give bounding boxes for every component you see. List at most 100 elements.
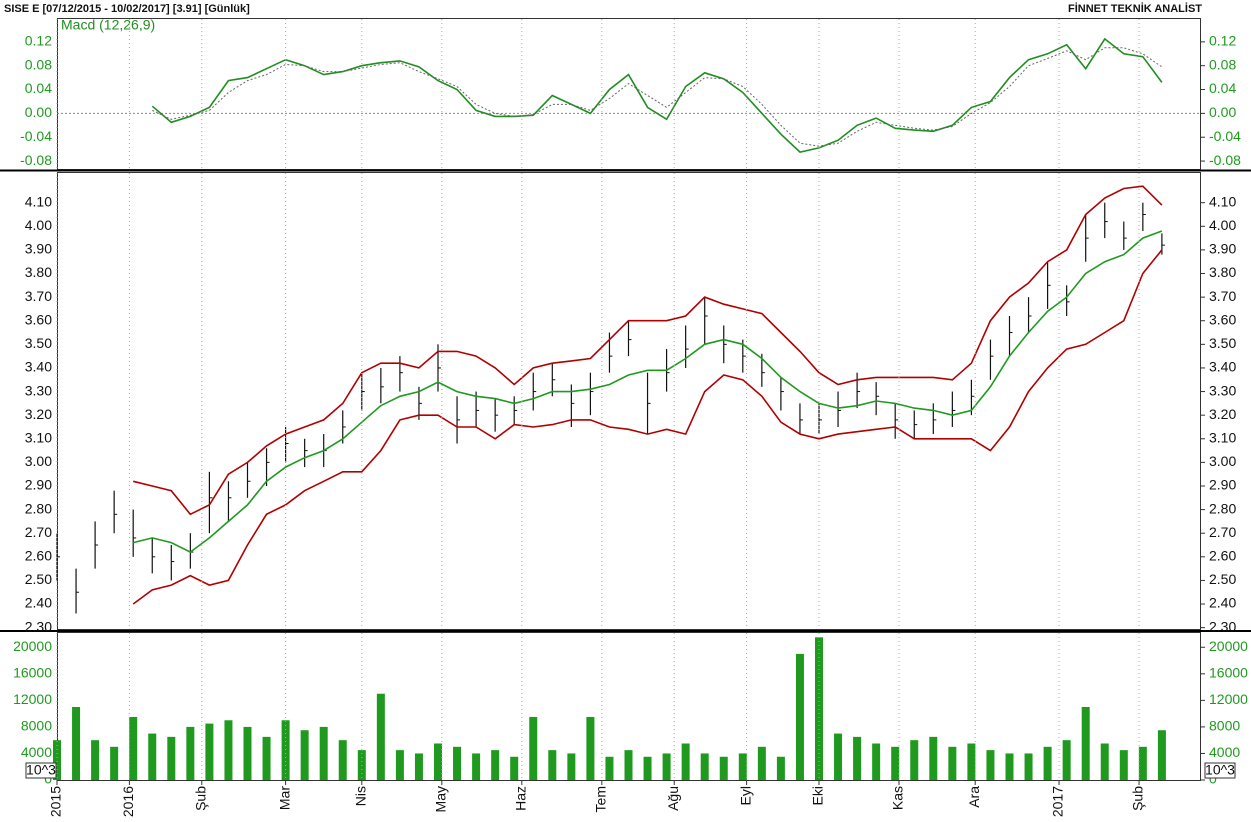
volume-bar (586, 716, 595, 780)
volume-bar (376, 693, 385, 780)
volume-bar (834, 733, 843, 780)
volume-bar (700, 753, 709, 780)
x-tick-label: Şub (192, 786, 208, 811)
volume-bar (738, 753, 747, 780)
y-tick-label: 4.10 (25, 193, 52, 209)
volume-bar (1138, 746, 1147, 780)
volume-bar (262, 736, 271, 780)
y-tick-label-right: 3.50 (1209, 335, 1236, 351)
x-tick-label: Tem (593, 786, 609, 812)
x-tick-label: 2017 (1050, 786, 1066, 817)
y-tick-label-right: 3.10 (1209, 429, 1236, 445)
y-tick-label: 3.20 (25, 406, 52, 422)
unit-box (1204, 762, 1236, 779)
y-tick-label: 0 (44, 771, 52, 787)
plot-layer: 0.12 0.12 0.08 0.08 0.04 0.04 0.00 0.00 -0.04 -0.… (13, 17, 1248, 817)
series-line (133, 185, 1163, 516)
panel: 0.12 0.12 0.08 0.08 0.04 0.04 0.00 0.00 -0.04 -0.… (20, 17, 1241, 168)
y-tick-label-right: -0.08 (1209, 152, 1241, 168)
y-tick-label: 2.30 (25, 618, 52, 634)
y-tick-label: 3.10 (25, 429, 52, 445)
x-tick-label: 2016 (120, 786, 136, 817)
volume-frame (57, 632, 1201, 781)
x-tick-label: Ara (966, 786, 982, 808)
y-tick-label: 0.12 (25, 33, 52, 49)
volume-bar (1005, 753, 1014, 780)
volume-bar (891, 746, 900, 780)
y-tick-label: 20000 (13, 638, 52, 654)
y-tick-label-right: 3.60 (1209, 311, 1236, 327)
series-line (133, 230, 1163, 554)
volume-bar (319, 726, 328, 780)
y-tick-label: 4000 (21, 744, 52, 760)
volume-bar (510, 756, 519, 780)
y-tick-label-right: 4000 (1209, 744, 1240, 760)
volume-bar (948, 746, 957, 780)
y-tick-label-right: 0.12 (1209, 33, 1236, 49)
y-tick-label-right: 4.10 (1209, 193, 1236, 209)
unit-label: 10^3 (26, 762, 56, 778)
x-tick-label: Nis (353, 786, 369, 806)
y-tick-label: 0.08 (25, 56, 52, 72)
y-tick-label-right: 2.90 (1209, 477, 1236, 493)
y-tick-label-right: 3.40 (1209, 359, 1236, 375)
y-tick-label-right: 2.80 (1209, 500, 1236, 516)
volume-bar (872, 743, 881, 780)
y-tick-label-right: 3.90 (1209, 241, 1236, 257)
volume-bar (472, 753, 481, 780)
y-tick-label-right: 8000 (1209, 718, 1240, 734)
y-tick-label-right: 12000 (1209, 691, 1248, 707)
volume-bar (338, 740, 347, 780)
volume-bar (548, 750, 557, 780)
x-tick-label: Kas (890, 786, 906, 810)
x-tick-label: Ağu (665, 786, 681, 811)
volume-bar (281, 720, 290, 780)
volume-bar (643, 756, 652, 780)
y-tick-label: 2.50 (25, 571, 52, 587)
x-tick-label: Haz (513, 786, 529, 811)
series-line (132, 249, 1163, 605)
y-tick-label: 8000 (21, 718, 52, 734)
y-tick-label: 3.70 (25, 288, 52, 304)
y-tick-label-right: 0 (1209, 771, 1217, 787)
volume-bar (414, 753, 423, 780)
y-tick-label-right: -0.04 (1209, 128, 1241, 144)
y-tick-label-right: 2.60 (1209, 548, 1236, 564)
y-tick-label-right: 2.30 (1209, 618, 1236, 634)
volume-bar (434, 743, 442, 780)
volume-bar (776, 756, 785, 780)
volume-bar (624, 750, 633, 780)
volume-bar (72, 706, 81, 780)
y-tick-label: 3.30 (25, 382, 52, 398)
y-tick-label: 2.90 (25, 477, 52, 493)
y-tick-label: 0.00 (25, 104, 52, 120)
y-tick-label-right: 2.40 (1209, 595, 1236, 611)
y-tick-label-right: 3.20 (1209, 406, 1236, 422)
volume-bar (53, 740, 61, 780)
x-tick-label: 2015 (48, 786, 64, 817)
series-line (152, 47, 1163, 147)
volume-bar (453, 746, 462, 780)
y-tick-label: 3.60 (25, 311, 52, 327)
volume-bar (110, 746, 119, 780)
unit-box (25, 762, 57, 779)
volume-bar (529, 716, 538, 780)
volume-bar (1081, 706, 1090, 780)
volume-bar (1062, 740, 1071, 780)
y-tick-label-right: 16000 (1209, 665, 1248, 681)
y-tick-label-right: 0.08 (1209, 56, 1236, 72)
y-tick-label: 3.00 (25, 453, 52, 469)
y-tick-label-right: 0.04 (1209, 80, 1236, 96)
volume-bar (567, 753, 576, 780)
x-tick-label: Eki (810, 786, 826, 805)
y-tick-label-right: 0.00 (1209, 104, 1236, 120)
header-brand: FİNNET TEKNİK ANALİST (1068, 2, 1202, 15)
y-tick-label: 2.60 (25, 548, 52, 564)
volume-bar (681, 743, 690, 780)
y-tick-label: 3.50 (25, 335, 52, 351)
volume-bar (300, 730, 309, 780)
volume-bar (1100, 743, 1109, 780)
volume-bar (1119, 750, 1128, 780)
